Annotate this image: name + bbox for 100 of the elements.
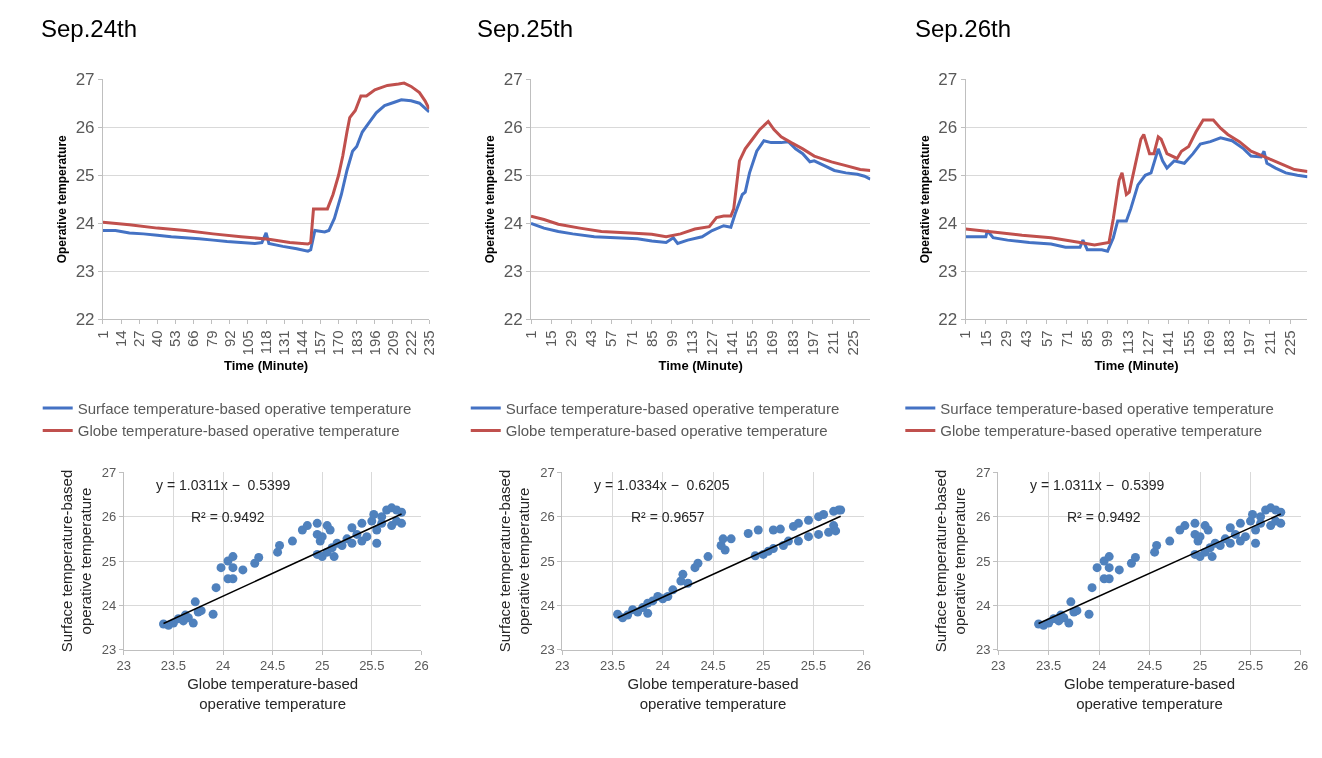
x-tick-label: 155 (1179, 330, 1197, 356)
x-tick-label: 235 (420, 330, 438, 356)
x-axis-title: Time (Minute) (658, 358, 743, 374)
legend-label: Surface temperature-based operative temperature (940, 399, 1274, 417)
annotation: y = 1.0334x − 0.6205 (594, 477, 730, 493)
y-tick-label: 26 (503, 118, 523, 138)
y-tick-label: 24 (540, 597, 555, 613)
y-tick-label: 25 (540, 553, 555, 569)
x-tick-label: 131 (275, 330, 293, 356)
x-axis-title: Globe temperature-based operative temperature (187, 675, 359, 712)
x-tick-label: 25 (1192, 658, 1208, 674)
x-tick-label: 24 (1091, 658, 1107, 674)
x-tick-label: 23 (116, 658, 132, 674)
annotation: R² = 0.9492 (1067, 509, 1141, 525)
y-axis-title: Surface temperature-based operative temperature (931, 469, 969, 653)
x-tick-label: 57 (1037, 330, 1055, 348)
x-tick-label: 23.5 (599, 658, 626, 674)
y-tick-label: 26 (976, 509, 991, 525)
x-tick-label: 53 (166, 330, 184, 348)
y-tick-label: 23 (938, 262, 958, 282)
y-axis-title: Operative temperature (482, 134, 497, 264)
x-tick-label: 79 (202, 330, 220, 348)
y-tick-label: 24 (101, 597, 117, 613)
y-tick-label: 26 (101, 509, 117, 525)
x-tick-label: 1 (956, 330, 974, 339)
y-tick-label: 25 (75, 166, 95, 186)
x-tick-label: 66 (184, 330, 202, 348)
y-axis-title: Surface temperature-based operative temperature (57, 469, 95, 653)
x-tick-label: 169 (1199, 330, 1217, 356)
x-tick-label: 183 (1220, 330, 1238, 356)
x-tick-label: 26 (1293, 658, 1309, 674)
x-tick-label: 144 (293, 330, 311, 356)
annotation: R² = 0.9657 (631, 509, 705, 525)
x-tick-label: 27 (130, 330, 148, 348)
x-tick-label: 183 (347, 330, 365, 356)
x-axis-title: Time (Minute) (223, 358, 309, 374)
x-tick-label: 155 (743, 330, 761, 356)
y-tick-label: 22 (75, 310, 95, 330)
x-axis-title: Globe temperature-based operative temperature (627, 675, 799, 712)
y-tick-label: 27 (540, 464, 555, 480)
x-tick-label: 197 (803, 330, 821, 356)
legend-label: Globe temperature-based operative temperature (77, 422, 400, 440)
x-tick-label: 1 (521, 330, 539, 339)
y-tick-label: 27 (938, 70, 958, 90)
x-tick-label: 99 (1098, 330, 1116, 348)
x-tick-label: 57 (602, 330, 620, 348)
x-tick-label: 113 (682, 330, 700, 355)
x-tick-label: 14 (111, 330, 129, 348)
x-tick-label: 40 (148, 330, 166, 348)
y-tick-label: 22 (503, 310, 523, 330)
y-tick-label: 25 (503, 166, 523, 186)
x-tick-label: 25 (314, 658, 330, 674)
x-tick-label: 99 (662, 330, 680, 348)
chart-title: Sep.25th (477, 15, 574, 42)
y-axis-title: Surface temperature-based operative temperature (496, 469, 533, 653)
x-tick-label: 29 (997, 330, 1015, 348)
x-tick-label: 127 (1138, 330, 1156, 356)
y-tick-label: 26 (75, 118, 95, 138)
x-tick-label: 183 (783, 330, 801, 356)
x-tick-label: 141 (723, 330, 741, 356)
x-tick-label: 43 (1017, 330, 1035, 348)
x-tick-label: 23.5 (160, 658, 187, 674)
x-tick-label: 157 (311, 330, 329, 356)
y-tick-label: 27 (503, 70, 523, 90)
x-tick-label: 169 (763, 330, 781, 356)
x-tick-label: 29 (562, 330, 580, 348)
y-tick-label: 26 (938, 118, 958, 138)
x-tick-label: 25.5 (359, 658, 385, 674)
x-tick-label: 25.5 (1237, 658, 1264, 674)
x-tick-label: 118 (256, 330, 274, 355)
x-tick-label: 141 (1159, 330, 1177, 356)
y-tick-label: 23 (976, 642, 991, 658)
y-axis-title: Operative temperature (54, 134, 69, 264)
x-tick-label: 92 (220, 330, 238, 348)
annotation: y = 1.0311x − 0.5399 (1030, 477, 1165, 493)
x-tick-label: 113 (1118, 330, 1136, 355)
annotation: y = 1.0311x − 0.5399 (156, 477, 291, 493)
x-tick-label: 26 (856, 658, 872, 674)
x-tick-label: 25.5 (800, 658, 827, 674)
x-tick-label: 105 (238, 330, 256, 356)
y-tick-label: 27 (75, 70, 95, 90)
annotation: R² = 0.9492 (191, 509, 265, 525)
x-tick-label: 222 (401, 330, 419, 356)
y-tick-label: 26 (540, 509, 555, 525)
x-tick-label: 85 (642, 330, 660, 348)
x-tick-label: 225 (843, 330, 861, 356)
y-tick-label: 23 (101, 642, 117, 658)
x-tick-label: 209 (383, 330, 401, 356)
x-tick-label: 225 (1280, 330, 1298, 356)
x-tick-label: 23 (990, 658, 1006, 674)
legend-label: Globe temperature-based operative temperature (505, 422, 828, 440)
y-tick-label: 24 (503, 214, 523, 234)
x-tick-label: 23.5 (1035, 658, 1062, 674)
x-tick-label: 15 (542, 330, 560, 348)
y-tick-label: 23 (75, 262, 95, 282)
x-tick-label: 196 (365, 330, 383, 356)
x-tick-label: 170 (329, 330, 347, 356)
y-tick-label: 22 (938, 310, 958, 330)
y-tick-label: 24 (938, 214, 958, 234)
x-tick-label: 26 (414, 658, 429, 674)
